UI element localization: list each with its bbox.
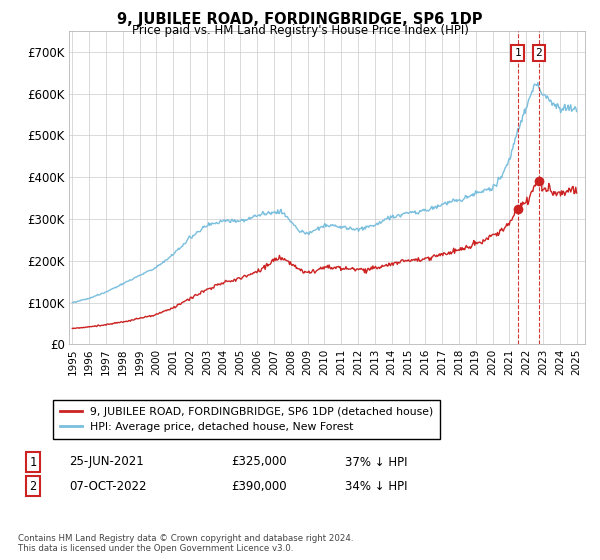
Text: 2: 2: [536, 48, 542, 58]
Text: 34% ↓ HPI: 34% ↓ HPI: [345, 479, 407, 493]
Text: 37% ↓ HPI: 37% ↓ HPI: [345, 455, 407, 469]
Text: 25-JUN-2021: 25-JUN-2021: [69, 455, 144, 469]
Text: Contains HM Land Registry data © Crown copyright and database right 2024.
This d: Contains HM Land Registry data © Crown c…: [18, 534, 353, 553]
Text: 1: 1: [514, 48, 521, 58]
Text: Price paid vs. HM Land Registry's House Price Index (HPI): Price paid vs. HM Land Registry's House …: [131, 24, 469, 37]
Text: £325,000: £325,000: [231, 455, 287, 469]
Text: £390,000: £390,000: [231, 479, 287, 493]
Text: 07-OCT-2022: 07-OCT-2022: [69, 479, 146, 493]
Text: 2: 2: [29, 479, 37, 493]
Text: 9, JUBILEE ROAD, FORDINGBRIDGE, SP6 1DP: 9, JUBILEE ROAD, FORDINGBRIDGE, SP6 1DP: [117, 12, 483, 27]
Legend: 9, JUBILEE ROAD, FORDINGBRIDGE, SP6 1DP (detached house), HPI: Average price, de: 9, JUBILEE ROAD, FORDINGBRIDGE, SP6 1DP …: [53, 400, 440, 438]
Text: 1: 1: [29, 455, 37, 469]
